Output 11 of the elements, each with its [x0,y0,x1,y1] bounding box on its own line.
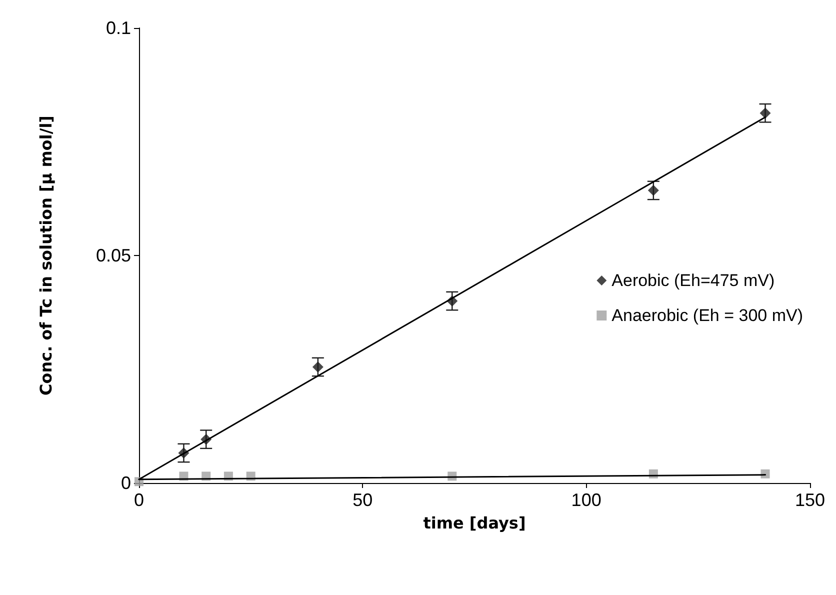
x-tick-label: 50 [352,490,373,510]
x-tick-label: 0 [134,490,144,510]
legend-label: Aerobic (Eh=475 mV) [612,271,775,290]
y-axis-title: Conc. of Tc in solution [μ mol/l] [36,116,56,396]
y-tick-label: 0.05 [96,246,131,266]
y-tick-label: 0 [120,473,131,493]
x-axis-title: time [days] [423,514,526,532]
legend-label: Anaerobic (Eh = 300 mV) [612,306,804,325]
y-tick-label: 0.1 [106,18,131,38]
x-tick-label: 150 [794,490,826,510]
x-tick-label: 100 [571,490,602,510]
